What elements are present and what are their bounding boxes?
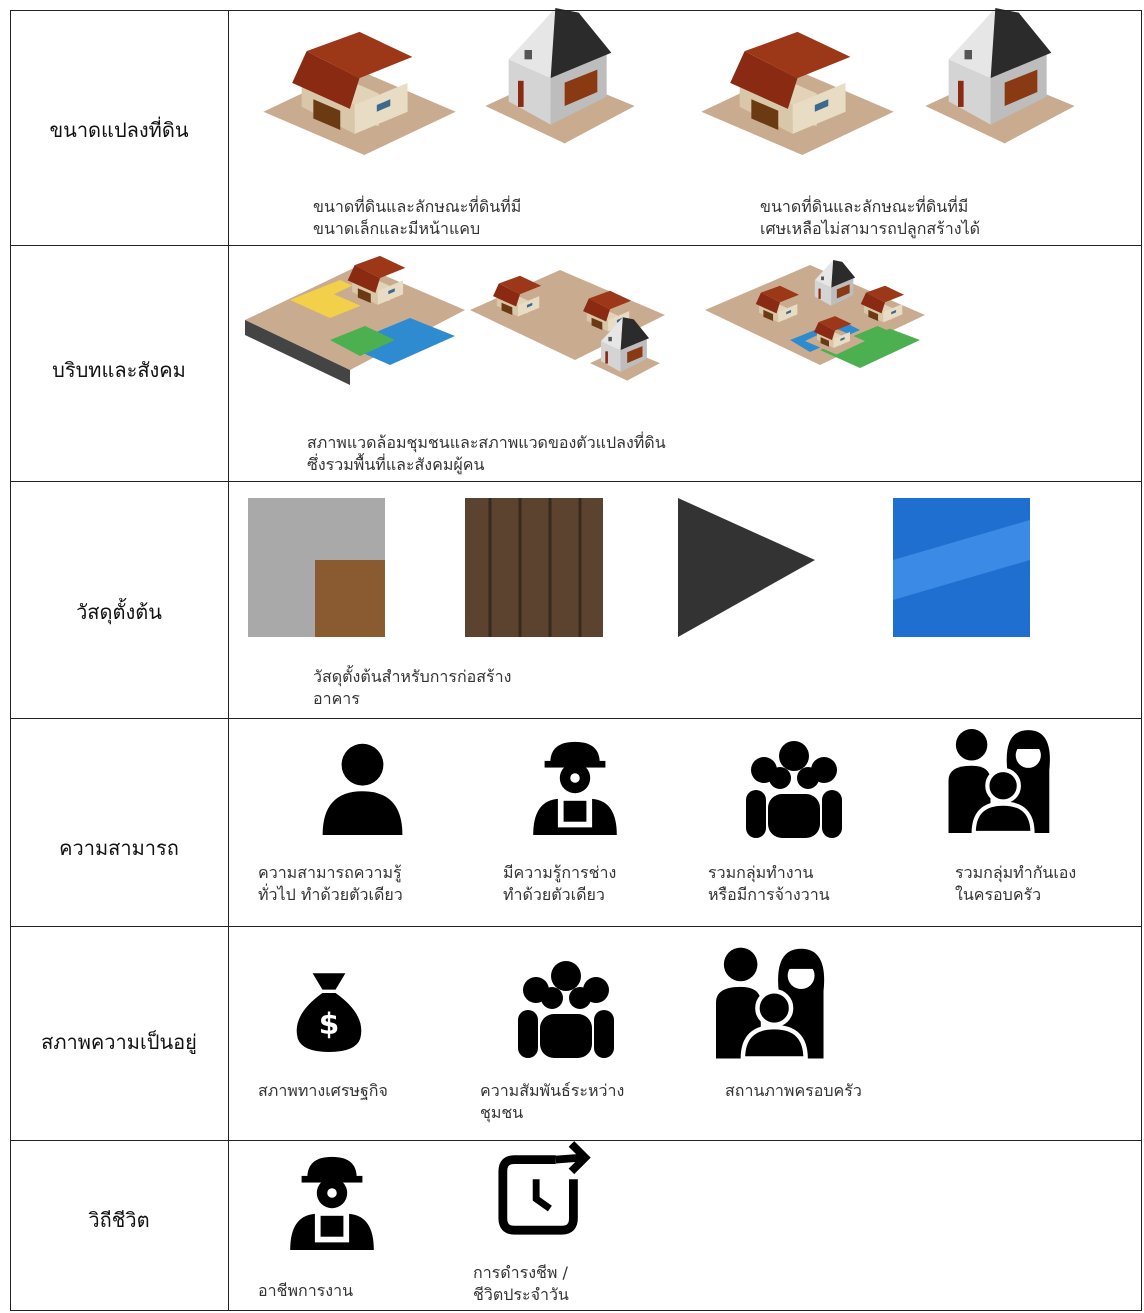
caption-line: ความสัมพันธ์ระหว่าง bbox=[480, 1081, 625, 1100]
caption-line: ชุมชน bbox=[480, 1103, 524, 1122]
caption-line: สภาพแวดล้อมชุมชนและสภาพแวดของตัวแปลงที่ด… bbox=[307, 433, 666, 452]
caption: วัสดุตั้งต้นสำหรับการก่อสร้างอาคาร bbox=[313, 666, 511, 710]
caption-line: เศษเหลือไม่สามารถปลูกสร้างได้ bbox=[760, 219, 980, 238]
caption: การดำรงชีพ / ชีวิตประจำวัน bbox=[473, 1262, 569, 1306]
border bbox=[10, 10, 11, 1311]
border bbox=[10, 245, 1142, 246]
caption-line: สถานภาพครอบครัว bbox=[725, 1081, 862, 1100]
caption-line: ขนาดเล็กและมีหน้าแคบ bbox=[313, 219, 481, 238]
caption: ขนาดที่ดินและลักษณะที่ดินที่มีขนาดเล็กแล… bbox=[313, 196, 521, 240]
caption: มีความรู้การช่างทำด้วยตัวเดียว bbox=[503, 862, 616, 906]
caption-line: อาชีพการงาน bbox=[258, 1281, 353, 1300]
caption-line: การดำรงชีพ / bbox=[473, 1263, 568, 1282]
caption-line: ในครอบครัว bbox=[955, 885, 1042, 904]
caption-line: รวมกลุ่มทำกันเอง bbox=[955, 863, 1077, 882]
caption: รวมกลุ่มทำงานหรือมีการจ้างวาน bbox=[708, 862, 830, 906]
border bbox=[10, 481, 1142, 482]
border bbox=[10, 718, 1142, 719]
caption: ความสามารถความรู้ทั่วไป ทำด้วยตัวเดียว bbox=[258, 862, 403, 906]
caption-line: ความสามารถความรู้ bbox=[258, 863, 402, 882]
caption-line: มีความรู้การช่าง bbox=[503, 863, 617, 882]
caption: อาชีพการงาน bbox=[258, 1280, 353, 1302]
row-label: วัสดุตั้งต้น bbox=[76, 600, 162, 624]
caption: สภาพทางเศรษฐกิจ bbox=[258, 1080, 388, 1102]
caption: รวมกลุ่มทำกันเองในครอบครัว bbox=[955, 862, 1076, 906]
caption: สถานภาพครอบครัว bbox=[725, 1080, 862, 1102]
caption-line: ทั่วไป ทำด้วยตัวเดียว bbox=[258, 885, 403, 904]
border bbox=[10, 926, 1142, 927]
caption-line: รวมกลุ่มทำงาน bbox=[708, 863, 814, 882]
caption-line: หรือมีการจ้างวาน bbox=[708, 885, 830, 904]
border bbox=[1141, 10, 1142, 1311]
caption: ขนาดที่ดินและลักษณะที่ดินที่มีเศษเหลือไม… bbox=[760, 196, 980, 240]
row-label: ความสามารถ bbox=[59, 836, 179, 860]
caption-line: สภาพทางเศรษฐกิจ bbox=[258, 1081, 388, 1100]
caption-line: ทำด้วยตัวเดียว bbox=[503, 885, 605, 904]
row-label: บริบทและสังคม bbox=[52, 358, 186, 382]
caption-line: วัสดุตั้งต้นสำหรับการก่อสร้าง bbox=[313, 667, 512, 686]
caption-line: ขนาดที่ดินและลักษณะที่ดินที่มี bbox=[760, 197, 969, 216]
caption-line: ซึ่งรวมพื้นที่และสังคมผู้คน bbox=[307, 455, 485, 474]
row-label: วิถีชีวิต bbox=[88, 1208, 150, 1232]
caption: ความสัมพันธ์ระหว่างชุมชน bbox=[480, 1080, 624, 1124]
caption-line: ขนาดที่ดินและลักษณะที่ดินที่มี bbox=[313, 197, 522, 216]
border bbox=[228, 10, 229, 1311]
row-label: สภาพความเป็นอยู่ bbox=[41, 1030, 197, 1054]
caption-line: ชีวิตประจำวัน bbox=[473, 1285, 569, 1304]
border bbox=[10, 10, 1142, 11]
border bbox=[10, 1140, 1142, 1141]
caption-line: อาคาร bbox=[313, 689, 360, 708]
row-label: ขนาดแปลงที่ดิน bbox=[49, 118, 189, 142]
border bbox=[10, 1310, 1142, 1311]
caption: สภาพแวดล้อมชุมชนและสภาพแวดของตัวแปลงที่ด… bbox=[307, 432, 666, 476]
